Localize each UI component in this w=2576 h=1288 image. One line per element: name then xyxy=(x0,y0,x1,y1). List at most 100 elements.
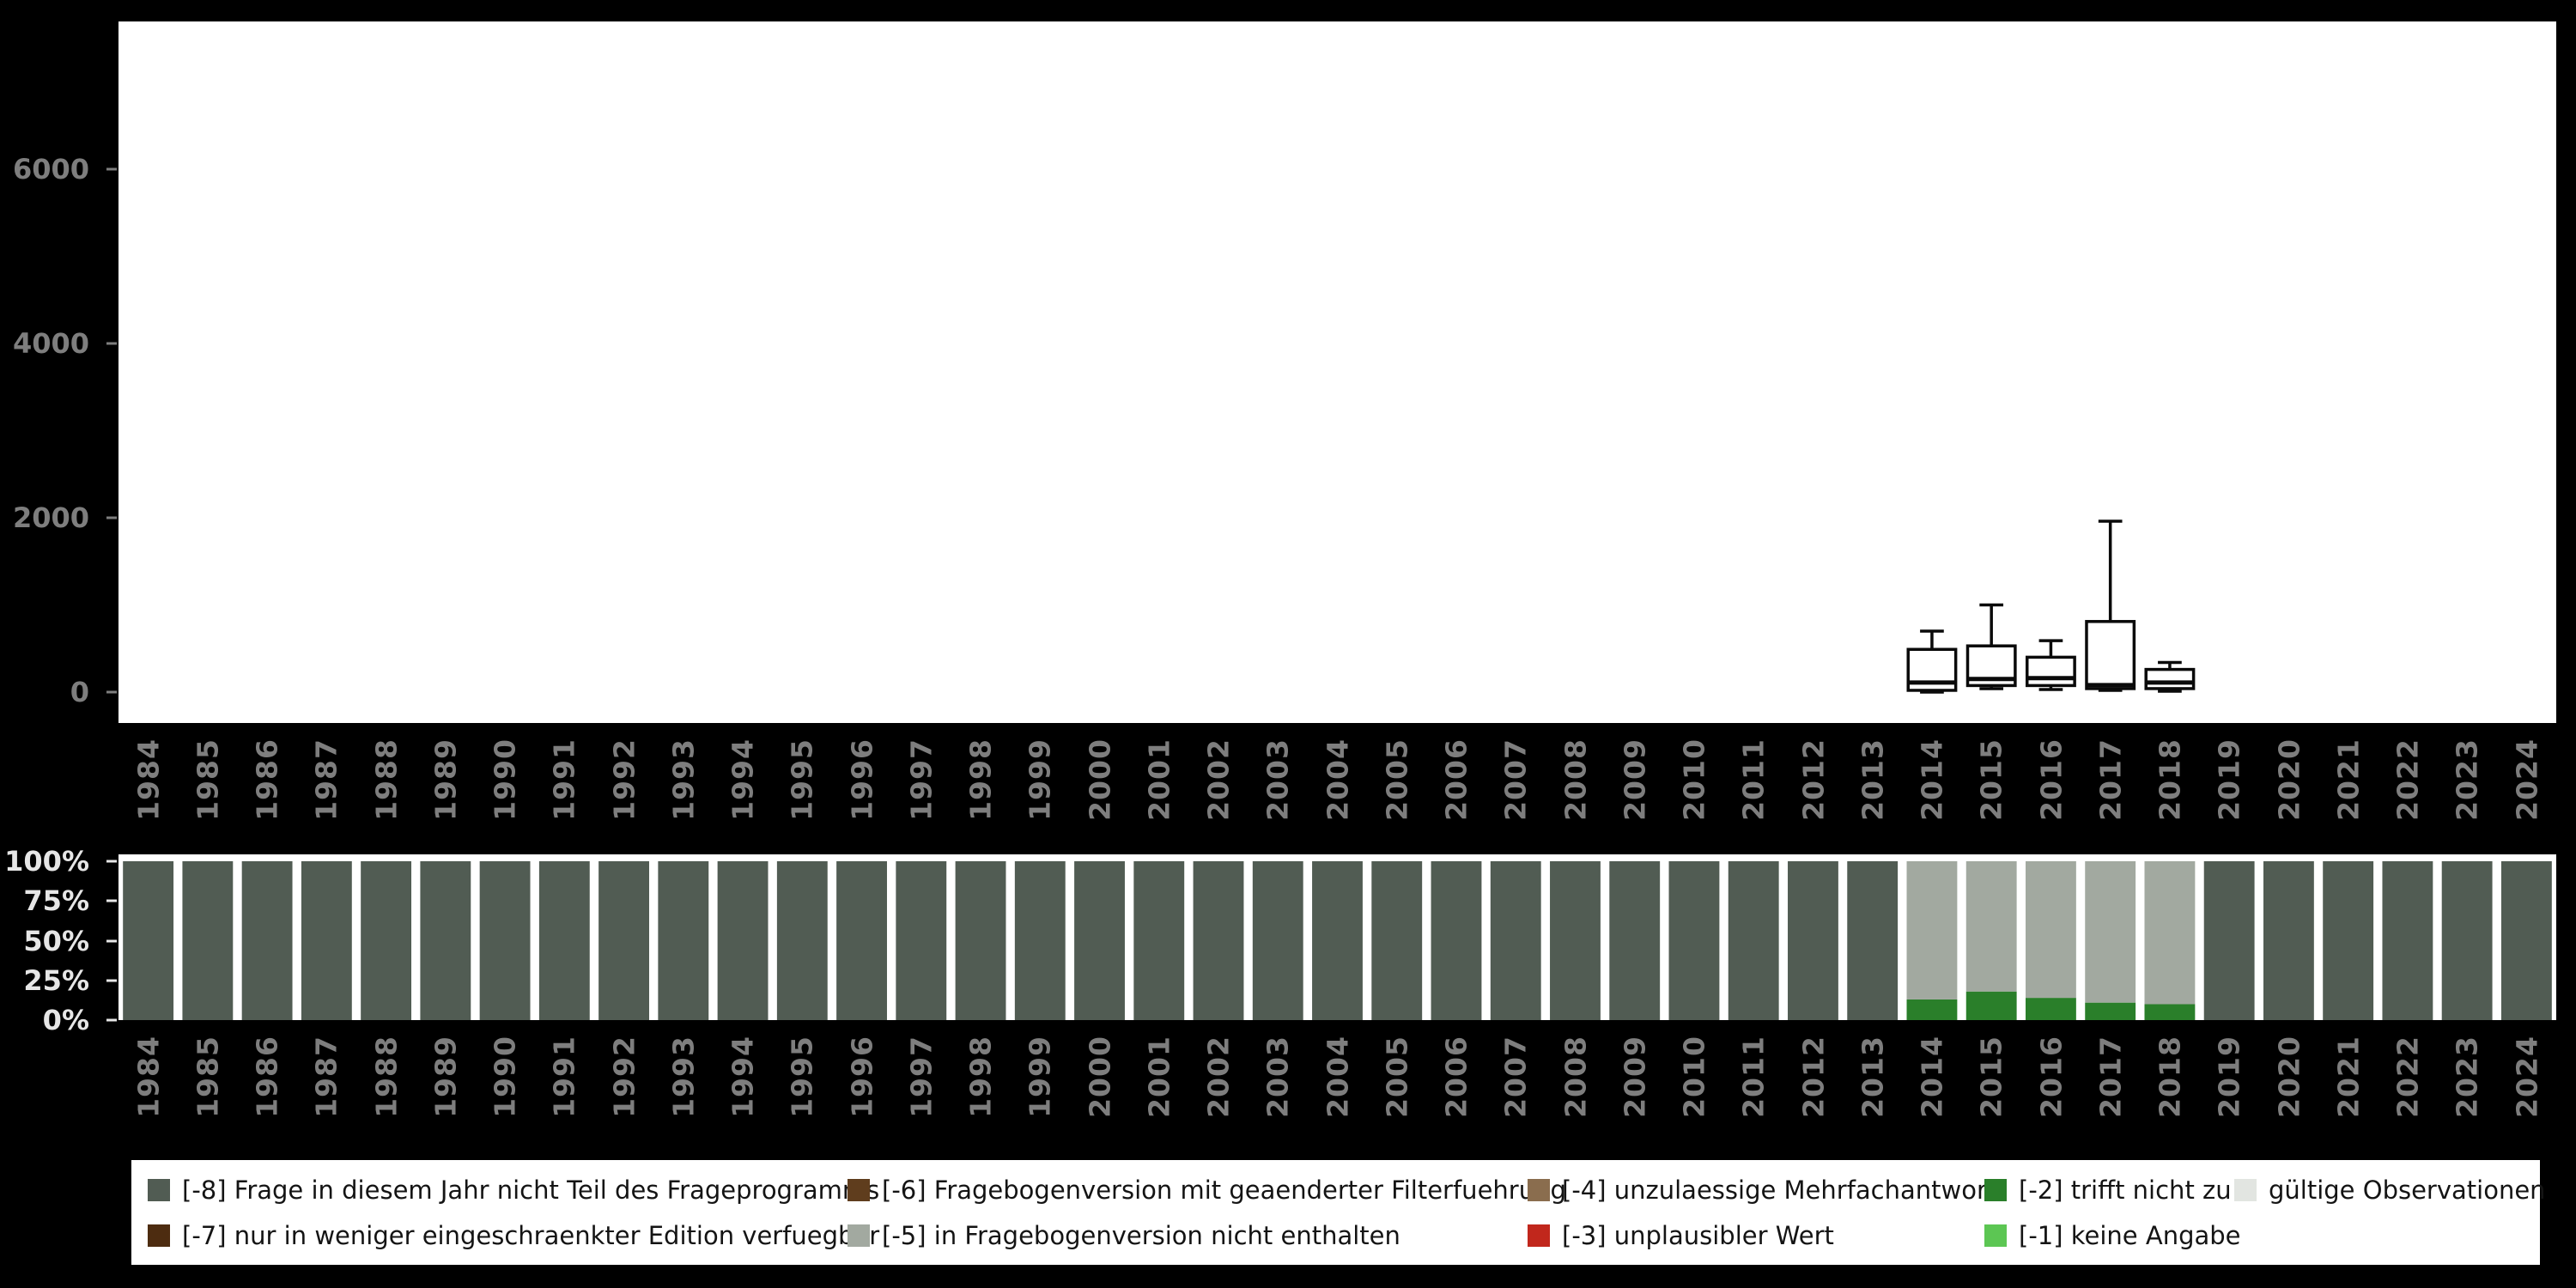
year-label-text: 2021 xyxy=(2331,1036,2366,1118)
year-label-text: 2003 xyxy=(1261,738,1295,821)
x-axis-year-label: 2002 xyxy=(1189,1029,1249,1125)
bar-segment-2005 xyxy=(1371,861,1423,1020)
year-label-text: 2012 xyxy=(1796,1036,1831,1118)
legend-label: [-2] trifft nicht zu xyxy=(2019,1175,2232,1205)
y-tick-mark xyxy=(106,516,117,519)
year-label-text: 1996 xyxy=(845,738,879,821)
year-label-text: 2010 xyxy=(1677,738,1711,821)
bar-segment-2001 xyxy=(1133,861,1185,1020)
x-axis-year-label: 2021 xyxy=(2318,1029,2378,1125)
legend: [-8] Frage in diesem Jahr nicht Teil des… xyxy=(131,1160,2546,1265)
bar-segment-2015 xyxy=(1965,991,2017,1020)
legend-item: [-3] unplausibler Wert xyxy=(1528,1221,1984,1250)
bar-segment-1999 xyxy=(1014,861,1066,1020)
x-axis-year-label: 2014 xyxy=(1903,732,1962,828)
percent-tick-mark xyxy=(106,939,117,942)
legend-item: [-8] Frage in diesem Jahr nicht Teil des… xyxy=(148,1176,879,1205)
percent-tick-mark xyxy=(106,899,117,902)
x-axis-year-label: 1997 xyxy=(891,732,951,828)
y-tick-label: 6000 xyxy=(12,153,89,185)
y-tick-label: 4000 xyxy=(12,327,89,360)
legend-item: [-4] unzulaessige Mehrfachantwort xyxy=(1528,1176,1996,1205)
x-axis-year-label: 1996 xyxy=(832,1029,891,1125)
year-label-text: 1984 xyxy=(131,738,166,821)
year-label-text: 2016 xyxy=(2034,738,2069,821)
boxplot-2016 xyxy=(2025,639,2076,691)
legend-swatch-icon xyxy=(2234,1178,2257,1201)
year-label-text: 1993 xyxy=(666,1036,701,1118)
x-axis-year-label: 2005 xyxy=(1367,732,1426,828)
x-axis-year-label: 2017 xyxy=(2081,1029,2140,1125)
legend-swatch-icon xyxy=(148,1224,170,1247)
bar-segment-2004 xyxy=(1312,861,1363,1020)
x-axis-year-label: 2017 xyxy=(2081,732,2140,828)
x-axis-year-label: 2012 xyxy=(1783,1029,1843,1125)
year-label-text: 2005 xyxy=(1380,738,1414,821)
bar-segment-1986 xyxy=(241,861,293,1020)
legend-item: [-1] keine Angabe xyxy=(1984,1221,2241,1250)
year-label-text: 1988 xyxy=(369,738,404,821)
legend-swatch-icon xyxy=(1984,1224,2007,1247)
legend-label: [-5] in Fragebogenversion nicht enthalte… xyxy=(882,1220,1400,1250)
x-axis-year-label: 1986 xyxy=(238,732,297,828)
percent-tick-label: 25% xyxy=(23,963,89,997)
year-label-text: 2018 xyxy=(2153,1036,2187,1118)
legend-swatch-icon xyxy=(1984,1178,2007,1201)
bar-segment-2018 xyxy=(2144,861,2196,1005)
x-axis-year-label: 2020 xyxy=(2259,1029,2318,1125)
bar-segment-2014 xyxy=(1906,861,1958,999)
boxplot-y-axis: 6000 4000 2000 0 xyxy=(0,21,108,723)
x-axis-year-label: 2005 xyxy=(1367,1029,1426,1125)
boxplot-2015 xyxy=(1965,603,2017,690)
year-label-text: 2020 xyxy=(2272,1036,2306,1118)
x-axis-year-label: 1987 xyxy=(297,1029,356,1125)
bar-segment-1994 xyxy=(717,861,769,1020)
bar-segment-2024 xyxy=(2500,861,2552,1020)
x-axis-year-label: 1994 xyxy=(714,1029,773,1125)
x-axis-year-label: 1990 xyxy=(476,732,535,828)
year-label-text: 2014 xyxy=(1915,1036,1949,1118)
year-label-text: 2000 xyxy=(1083,1036,1117,1118)
legend-item: [-7] nur in weniger eingeschraenkter Edi… xyxy=(148,1221,879,1250)
year-label-text: 1990 xyxy=(488,1036,522,1118)
year-label-text: 1994 xyxy=(726,738,760,821)
year-label-text: 1998 xyxy=(963,1036,998,1118)
x-axis-year-label: 2016 xyxy=(2021,732,2081,828)
legend-label: [-1] keine Angabe xyxy=(2019,1220,2241,1250)
bar-segment-2018 xyxy=(2144,1004,2196,1020)
bar-segment-1985 xyxy=(182,861,234,1020)
legend-swatch-icon xyxy=(848,1178,870,1201)
year-label-text: 1993 xyxy=(666,738,701,821)
x-axis-year-label: 2008 xyxy=(1546,732,1605,828)
bar-segment-2014 xyxy=(1906,999,1958,1020)
year-label-text: 2006 xyxy=(1439,1036,1473,1118)
x-axis-year-label: 2011 xyxy=(1724,732,1783,828)
x-axis-year-label: 2020 xyxy=(2259,732,2318,828)
x-axis-year-label: 1984 xyxy=(118,1029,178,1125)
x-axis-year-label: 1996 xyxy=(832,732,891,828)
year-label-text: 2017 xyxy=(2093,1036,2128,1118)
x-axis-year-label: 2022 xyxy=(2379,732,2438,828)
x-axis-year-label: 2009 xyxy=(1605,1029,1664,1125)
x-axis-year-label: 1993 xyxy=(653,732,713,828)
year-label-text: 1986 xyxy=(250,738,284,821)
percent-tick-label: 0% xyxy=(42,1004,89,1036)
legend-item: [-2] trifft nicht zu xyxy=(1984,1176,2234,1205)
year-label-text: 2008 xyxy=(1558,738,1593,821)
legend-item: [-5] in Fragebogenversion nicht enthalte… xyxy=(848,1221,1528,1250)
x-axis-year-label: 1998 xyxy=(951,1029,1011,1125)
x-axis-year-label: 1988 xyxy=(356,732,416,828)
year-label-text: 1987 xyxy=(309,1036,343,1118)
year-label-text: 1984 xyxy=(131,1036,166,1118)
percent-tick-mark xyxy=(106,860,117,863)
bar-segment-2019 xyxy=(2203,861,2255,1020)
x-axis-year-label: 2018 xyxy=(2141,1029,2200,1125)
year-label-text: 1985 xyxy=(191,1036,225,1118)
x-axis-year-label: 2006 xyxy=(1427,1029,1486,1125)
x-axis-year-label: 2004 xyxy=(1308,732,1367,828)
year-label-text: 2000 xyxy=(1083,738,1117,821)
x-axis-year-label: 1992 xyxy=(594,1029,653,1125)
bar-segment-2010 xyxy=(1668,861,1720,1020)
stacked-bar-panel xyxy=(118,854,2556,1020)
legend-label: [-3] unplausibler Wert xyxy=(1562,1220,1834,1250)
